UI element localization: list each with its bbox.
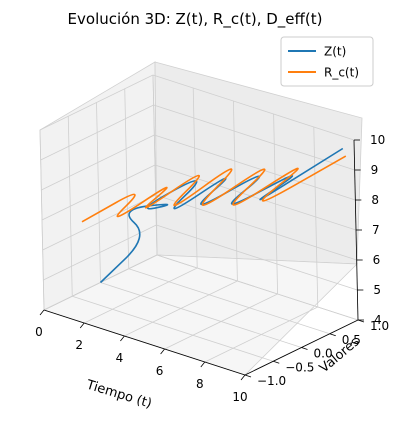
grid-line-d	[41, 134, 155, 191]
grid-line-d	[43, 224, 157, 281]
grid-line-d	[42, 194, 156, 251]
y-tick-mark	[301, 347, 308, 350]
grid-line-v	[100, 282, 302, 348]
x-tick-mark	[79, 322, 85, 329]
x-tick-mark	[200, 361, 206, 368]
axes	[39, 139, 365, 381]
z-tick-label: 6	[373, 253, 381, 267]
y-tick-label: 0.5	[342, 333, 361, 347]
z-tick-label: 7	[372, 223, 380, 237]
y-tick-label: −0.5	[285, 360, 314, 374]
y-tick-mark	[273, 360, 280, 364]
x-tick-label: 8	[196, 377, 204, 391]
grid-line-d	[154, 134, 356, 201]
grid-line-d	[156, 224, 358, 291]
z-tick-label: 4	[374, 313, 382, 327]
grid-line-d	[153, 104, 355, 171]
y-tick-label: −1.0	[257, 374, 286, 388]
x-tick-label: 0	[35, 325, 43, 339]
legend: Z(t) R_c(t)	[280, 36, 374, 87]
x-tick-mark	[160, 348, 165, 355]
z-tick-label: 9	[371, 163, 379, 177]
x-tick-label: 6	[156, 364, 164, 378]
x-tick-label: 2	[75, 338, 83, 352]
back-pane	[154, 61, 363, 265]
y-tick-label: 0.0	[314, 347, 333, 361]
y-tick-mark	[329, 333, 336, 337]
grid-line-d	[41, 164, 156, 221]
grid-line-d	[39, 74, 154, 131]
z-tick-label: 8	[371, 193, 379, 207]
grid-line-d	[156, 254, 359, 321]
y-tick-mark	[244, 374, 252, 378]
series-lines	[81, 147, 347, 284]
grid-line-d	[155, 194, 357, 261]
grid-line-d	[40, 104, 154, 161]
legend-box	[280, 36, 374, 87]
x-tick-label: 4	[116, 351, 124, 365]
grid-line-v	[128, 268, 330, 335]
grid-line-d	[154, 164, 357, 231]
x-tick-label: 10	[232, 390, 247, 404]
grid-line-v	[72, 295, 274, 362]
series-line-1	[81, 155, 347, 223]
x-tick-mark	[240, 374, 246, 381]
legend-label-z: Z(t)	[324, 45, 346, 59]
x-tick-mark	[39, 309, 45, 316]
x-tick-mark	[120, 335, 125, 342]
z-tick-label: 10	[370, 133, 385, 147]
y-tick-label: 1.0	[370, 319, 389, 333]
x-axis-line	[43, 309, 246, 376]
chart-title: Evolución 3D: Z(t), R_c(t), D_eff(t)	[68, 10, 323, 29]
x-axis-label: Tiempo (t)	[84, 377, 154, 411]
grid-line-d	[152, 74, 355, 141]
z-tick-label: 5	[373, 283, 381, 297]
legend-label-rc: R_c(t)	[324, 66, 359, 80]
